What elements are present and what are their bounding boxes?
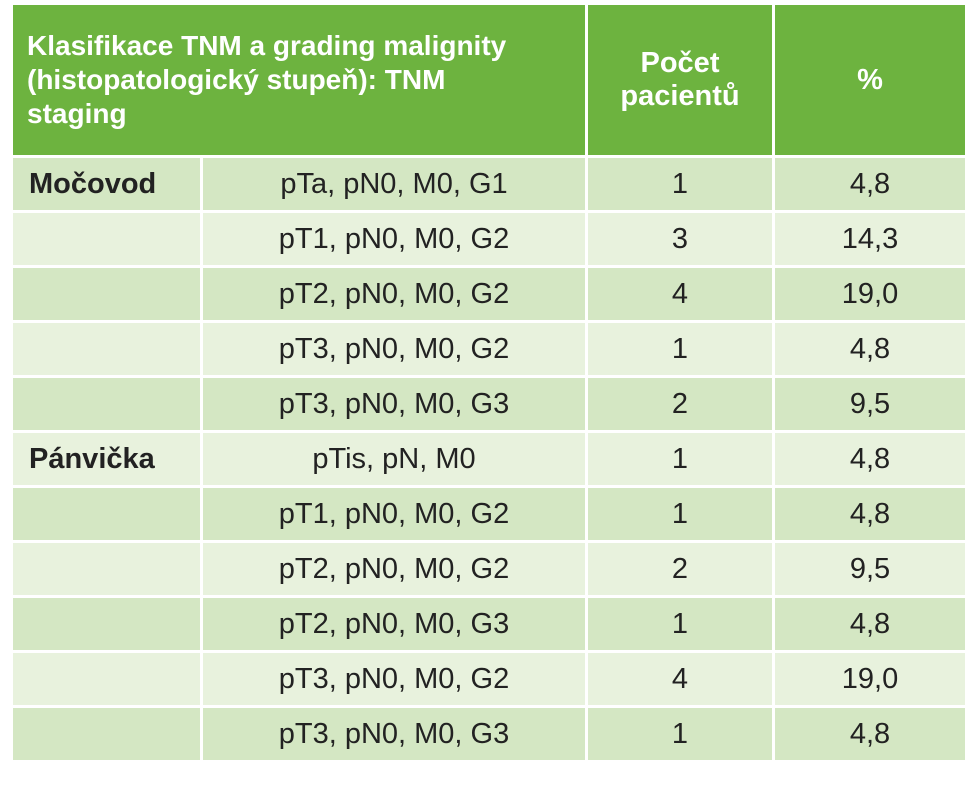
percent-cell: 4,8: [772, 705, 968, 763]
header-count: Počet pacientů: [585, 2, 775, 158]
tnm-cell: pTa, pN0, M0, G1: [200, 155, 588, 213]
table-row: pT3, pN0, M0, G2 4 19,0: [10, 650, 968, 708]
tnm-cell: pT3, pN0, M0, G3: [200, 375, 588, 433]
group-cell: [10, 595, 203, 653]
tnm-cell: pT3, pN0, M0, G2: [200, 650, 588, 708]
staging-table: Klasifikace TNM a grading malignity (his…: [10, 2, 968, 763]
tnm-cell: pT3, pN0, M0, G3: [200, 705, 588, 763]
header-percent: %: [772, 2, 968, 158]
percent-cell: 4,8: [772, 485, 968, 543]
count-cell: 1: [585, 595, 775, 653]
tnm-cell: pT2, pN0, M0, G3: [200, 595, 588, 653]
count-cell: 1: [585, 320, 775, 378]
tnm-cell: pTis, pN, M0: [200, 430, 588, 488]
table-body: Močovod pTa, pN0, M0, G1 1 4,8 pT1, pN0, M0,…: [10, 155, 968, 763]
tnm-cell: pT2, pN0, M0, G2: [200, 540, 588, 598]
tnm-cell: pT3, pN0, M0, G2: [200, 320, 588, 378]
tnm-cell: pT1, pN0, M0, G2: [200, 485, 588, 543]
header-title: Klasifikace TNM a grading malignity (his…: [10, 2, 588, 158]
percent-cell: 9,5: [772, 540, 968, 598]
tnm-cell: pT1, pN0, M0, G2: [200, 210, 588, 268]
count-cell: 2: [585, 540, 775, 598]
percent-cell: 4,8: [772, 430, 968, 488]
table-row: Močovod pTa, pN0, M0, G1 1 4,8: [10, 155, 968, 213]
percent-cell: 19,0: [772, 265, 968, 323]
count-cell: 1: [585, 705, 775, 763]
table-row: pT1, pN0, M0, G2 3 14,3: [10, 210, 968, 268]
group-label: Močovod: [10, 155, 203, 213]
table-row: pT2, pN0, M0, G3 1 4,8: [10, 595, 968, 653]
table-row: pT1, pN0, M0, G2 1 4,8: [10, 485, 968, 543]
percent-cell: 4,8: [772, 155, 968, 213]
percent-cell: 14,3: [772, 210, 968, 268]
group-cell: [10, 375, 203, 433]
percent-cell: 4,8: [772, 595, 968, 653]
count-cell: 4: [585, 265, 775, 323]
table-row: pT3, pN0, M0, G3 1 4,8: [10, 705, 968, 763]
percent-cell: 19,0: [772, 650, 968, 708]
count-cell: 2: [585, 375, 775, 433]
count-cell: 3: [585, 210, 775, 268]
count-cell: 1: [585, 430, 775, 488]
group-cell: [10, 650, 203, 708]
table-row: Pánvička pTis, pN, M0 1 4,8: [10, 430, 968, 488]
group-cell: [10, 540, 203, 598]
group-cell: [10, 320, 203, 378]
table-row: pT2, pN0, M0, G2 4 19,0: [10, 265, 968, 323]
group-label: Pánvička: [10, 430, 203, 488]
count-cell: 4: [585, 650, 775, 708]
table-row: pT3, pN0, M0, G2 1 4,8: [10, 320, 968, 378]
table-row: pT3, pN0, M0, G3 2 9,5: [10, 375, 968, 433]
group-cell: [10, 210, 203, 268]
group-cell: [10, 265, 203, 323]
count-cell: 1: [585, 485, 775, 543]
percent-cell: 9,5: [772, 375, 968, 433]
group-cell: [10, 485, 203, 543]
header-row: Klasifikace TNM a grading malignity (his…: [10, 2, 968, 158]
table-row: pT2, pN0, M0, G2 2 9,5: [10, 540, 968, 598]
tnm-cell: pT2, pN0, M0, G2: [200, 265, 588, 323]
group-cell: [10, 705, 203, 763]
count-cell: 1: [585, 155, 775, 213]
percent-cell: 4,8: [772, 320, 968, 378]
